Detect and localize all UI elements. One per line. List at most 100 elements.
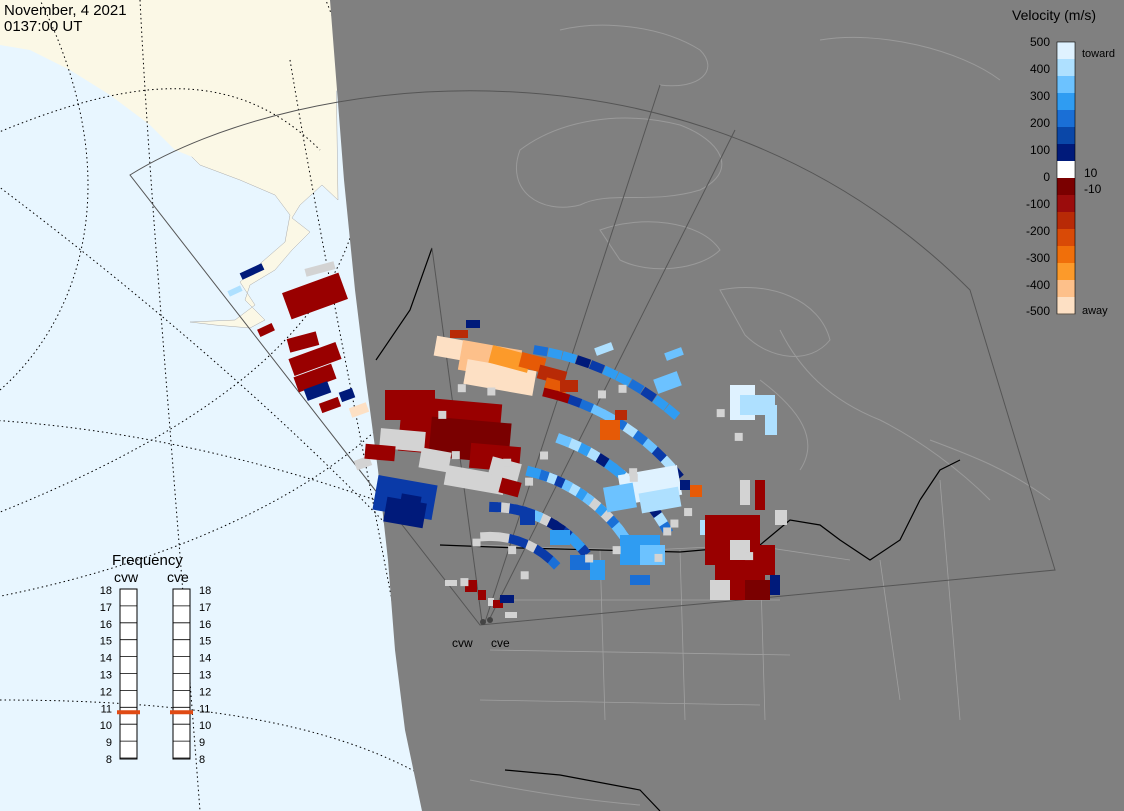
colorbar-swatch [1057,59,1075,77]
velocity-cell [286,331,320,353]
velocity-cell [590,560,605,580]
frequency-scale-left: 15 [100,636,112,648]
velocity-cell [684,508,693,517]
colorbar-swatch [1057,195,1075,213]
velocity-cells [227,261,787,618]
frequency-gauge-cvw [119,588,138,760]
velocity-cell [653,371,682,394]
frequency-radar-cvw: cvw [114,569,139,585]
velocity-cell [716,409,725,418]
velocity-cell [690,485,702,497]
legend-tick-400: 400 [1030,62,1050,76]
velocity-cell [525,477,534,486]
velocity-cell [288,341,342,377]
velocity-cell [532,345,549,357]
legend-tick-0: 0 [1043,170,1050,184]
velocity-cell [745,580,770,600]
velocity-cell [257,322,275,338]
frequency-scale-left: 16 [100,619,112,631]
legend-inner-label-neg: -10 [1084,182,1102,196]
velocity-cell [293,363,337,393]
velocity-cell [560,380,578,392]
velocity-cell [577,398,594,413]
frequency-scale-left: 11 [101,703,112,715]
velocity-cell [740,480,750,505]
velocity-cell [303,381,332,401]
velocity-cell [353,455,373,471]
velocity-cell [710,580,730,600]
legend-tick-100: 100 [1030,143,1050,157]
velocity-cell [318,396,342,414]
frequency-scale-right: 16 [199,619,211,631]
velocity-cell [730,540,750,560]
velocity-cell [515,536,529,549]
colorbar-swatch [1057,42,1075,60]
velocity-cell [663,527,672,536]
velocity-cell [561,351,578,364]
velocity-cell [488,456,522,482]
velocity-cell [770,575,780,595]
velocity-cell [600,420,620,440]
velocity-cell [304,261,336,277]
frequency-scale-right: 12 [199,686,211,698]
velocity-cell [640,386,657,403]
velocity-cell [338,387,356,403]
colorbar-swatch [1057,93,1075,111]
velocity-cell [525,465,542,480]
velocity-cell [585,554,594,563]
legend-tick-minus100: -100 [1026,197,1050,211]
velocity-cell [630,575,650,585]
colorbar-swatch [1057,212,1075,230]
velocity-colorbar [1057,42,1075,315]
velocity-cell [239,263,265,280]
velocity-cell [734,432,743,441]
velocity-cell [542,387,558,400]
velocity-cell [432,451,441,460]
velocity-cell [460,578,469,587]
velocity-cell [554,390,571,404]
colorbar-swatch [1057,297,1075,315]
frequency-gauge-cve [172,588,191,760]
velocity-cell [445,580,457,586]
date-label: November, 4 2021 [4,2,127,19]
velocity-cell [588,403,606,418]
velocity-cell [594,342,614,356]
frequency-title: Frequency [112,552,183,569]
velocity-cell [520,510,535,525]
velocity-cell [457,384,466,393]
velocity-cell [760,545,775,575]
colorbar-swatch [1057,263,1075,281]
radar-site-cve [487,617,493,623]
frequency-scale-left: 9 [106,737,112,749]
colorbar-frame [1056,41,1076,315]
radar-label-cve: cve [491,636,510,650]
radar-label-cvw: cvw [452,636,473,650]
legend-tick-minus400: -400 [1026,278,1050,292]
velocity-cell [745,552,754,561]
legend-toward-label: toward [1082,48,1115,60]
colorbar-swatch [1057,246,1075,264]
velocity-cell [680,480,690,490]
colorbar-swatch [1057,229,1075,247]
frequency-scale-right: 10 [199,720,211,732]
colorbar-swatch [1057,127,1075,145]
legend-tick-labels: 500 400 300 200 100 0 -100 -200 -300 -40… [1026,35,1050,318]
alaska-north-slope [0,0,338,160]
velocity-cell [664,347,684,361]
velocity-cell [478,590,486,600]
velocity-cell [498,477,522,498]
velocity-cell [547,347,563,360]
velocity-cell [629,468,638,477]
colorbar-swatch [1057,280,1075,298]
velocity-cell [505,612,517,618]
velocity-cell [638,486,682,514]
velocity-cell [618,384,627,393]
velocity-cell [348,402,370,418]
velocity-cell [629,473,638,482]
colorbar-swatch [1057,110,1075,128]
velocity-cell [489,531,500,542]
radar-site-cvw [480,619,486,625]
frequency-scale-left: 8 [106,754,112,766]
frequency-scale-right: 14 [199,653,211,665]
velocity-cell [498,532,510,543]
